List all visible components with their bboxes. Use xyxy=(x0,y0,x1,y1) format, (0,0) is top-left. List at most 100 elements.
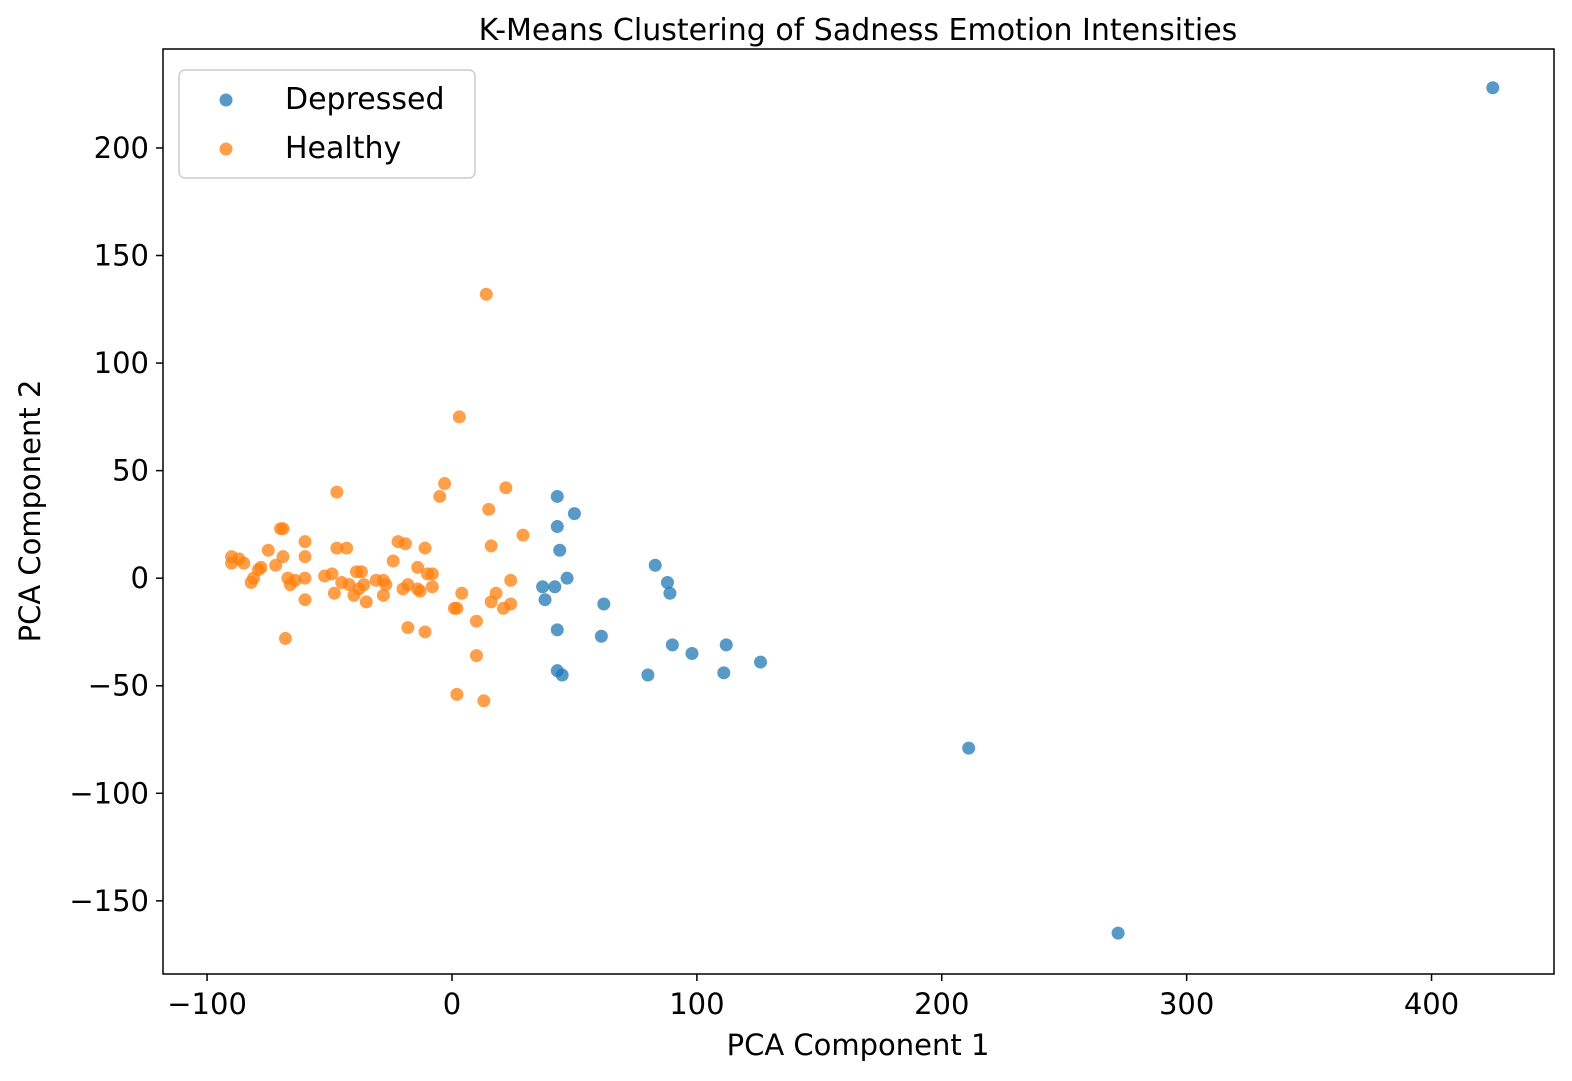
healthy-point xyxy=(433,489,447,503)
legend-marker-depressed xyxy=(219,93,233,107)
healthy-point xyxy=(386,554,400,568)
depressed-point xyxy=(548,580,562,594)
healthy-point xyxy=(499,481,513,495)
healthy-point xyxy=(330,541,344,555)
legend-label-depressed: Depressed xyxy=(285,82,445,117)
healthy-point xyxy=(469,614,483,628)
depressed-point xyxy=(962,741,976,755)
healthy-point xyxy=(261,543,275,557)
healthy-point xyxy=(340,541,354,555)
healthy-point xyxy=(379,578,393,592)
depressed-point xyxy=(550,520,564,534)
y-tick-label: −150 xyxy=(69,884,149,918)
chart-title: K-Means Clustering of Sadness Emotion In… xyxy=(479,13,1238,48)
y-tick-label: 100 xyxy=(94,346,149,380)
depressed-point xyxy=(665,638,679,652)
y-tick-label: 150 xyxy=(94,239,149,273)
depressed-point xyxy=(719,638,733,652)
healthy-point xyxy=(269,558,283,572)
depressed-point xyxy=(648,558,662,572)
depressed-point xyxy=(550,623,564,637)
healthy-point xyxy=(496,601,510,615)
points-layer xyxy=(225,81,1500,940)
healthy-point xyxy=(298,571,312,585)
healthy-point xyxy=(298,535,312,549)
healthy-point xyxy=(504,573,518,587)
healthy-point xyxy=(398,537,412,551)
healthy-point xyxy=(278,631,292,645)
depressed-point xyxy=(553,543,567,557)
legend-box xyxy=(178,69,476,179)
healthy-point xyxy=(401,621,415,635)
depressed-point xyxy=(567,507,581,521)
healthy-point xyxy=(225,556,239,570)
depressed-point xyxy=(1486,81,1500,95)
depressed-point xyxy=(641,668,655,682)
healthy-point xyxy=(396,582,410,596)
healthy-point xyxy=(482,502,496,516)
healthy-point xyxy=(354,565,368,579)
x-axis-label: PCA Component 1 xyxy=(727,1028,990,1062)
x-tick-label: 100 xyxy=(669,987,724,1021)
y-axis-label: PCA Component 2 xyxy=(13,380,47,643)
x-tick-label: 200 xyxy=(914,987,969,1021)
y-tick-label: 200 xyxy=(94,131,149,165)
legend-marker-healthy xyxy=(219,142,233,156)
y-tick-label: −50 xyxy=(88,669,149,703)
x-axis: −100 0 100 200 300 400 xyxy=(167,974,1459,1021)
healthy-point xyxy=(347,588,361,602)
y-tick-label: −100 xyxy=(69,776,149,810)
healthy-point xyxy=(369,573,383,587)
healthy-point xyxy=(516,528,530,542)
legend-label-healthy: Healthy xyxy=(285,131,401,166)
depressed-point xyxy=(1111,926,1125,940)
x-tick-label: −100 xyxy=(167,987,247,1021)
healthy-point xyxy=(276,522,290,536)
healthy-point xyxy=(359,595,373,609)
healthy-point xyxy=(450,687,464,701)
healthy-point xyxy=(452,410,466,424)
x-tick-label: 300 xyxy=(1159,987,1214,1021)
healthy-point xyxy=(411,560,425,574)
healthy-point xyxy=(327,586,341,600)
depressed-point xyxy=(685,646,699,660)
healthy-point xyxy=(276,550,290,564)
healthy-point xyxy=(342,578,356,592)
depressed-point xyxy=(717,666,731,680)
depressed-point xyxy=(663,586,677,600)
healthy-point xyxy=(418,625,432,639)
healthy-point xyxy=(438,477,452,491)
y-tick-label: 0 xyxy=(131,561,149,595)
healthy-point xyxy=(325,567,339,581)
healthy-point xyxy=(477,694,491,708)
healthy-point xyxy=(283,578,297,592)
depressed-point xyxy=(550,489,564,503)
plot-frame xyxy=(162,48,1555,975)
depressed-point xyxy=(754,655,768,669)
healthy-point xyxy=(411,582,425,596)
legend: Depressed Healthy xyxy=(178,69,476,179)
depressed-point xyxy=(560,571,574,585)
depressed-point xyxy=(538,593,552,607)
healthy-point xyxy=(469,649,483,663)
healthy-point xyxy=(420,567,434,581)
healthy-point xyxy=(425,580,439,594)
depressed-point xyxy=(597,597,611,611)
healthy-point xyxy=(479,287,493,301)
healthy-point xyxy=(376,588,390,602)
depressed-point xyxy=(660,575,674,589)
healthy-point xyxy=(298,593,312,607)
healthy-point xyxy=(244,575,258,589)
healthy-point xyxy=(450,601,464,615)
healthy-point xyxy=(298,550,312,564)
healthy-point xyxy=(330,485,344,499)
depressed-point xyxy=(536,580,550,594)
healthy-point xyxy=(455,586,469,600)
y-tick-label: 50 xyxy=(112,454,149,488)
healthy-point xyxy=(484,539,498,553)
depressed-point xyxy=(594,629,608,643)
healthy-point xyxy=(484,595,498,609)
x-tick-label: 400 xyxy=(1404,987,1459,1021)
healthy-point xyxy=(237,556,251,570)
